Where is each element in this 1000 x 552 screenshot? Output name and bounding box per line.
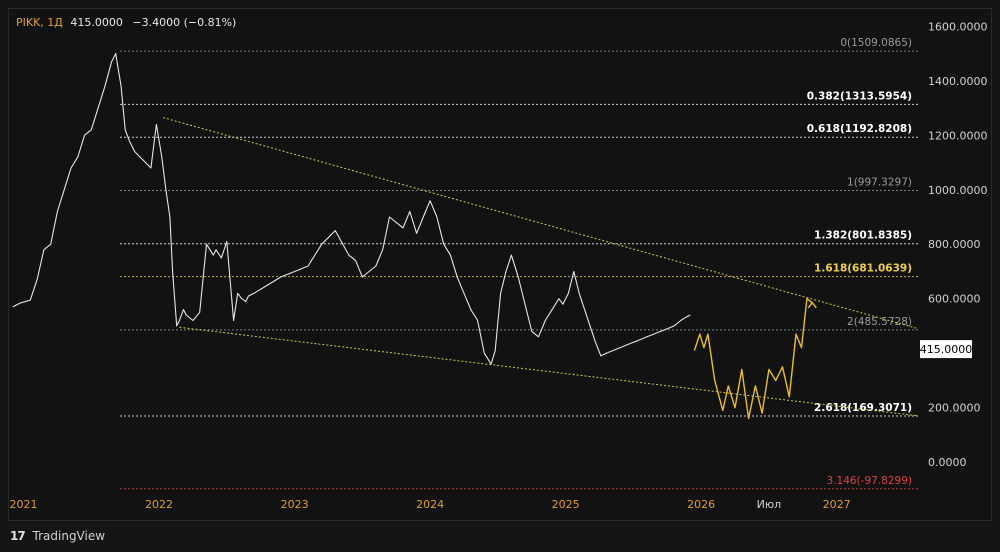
trendlines — [163, 117, 919, 417]
y-tick-label-6: 200.0000 — [928, 402, 981, 415]
y-tick-label-2: 1200.0000 — [928, 129, 988, 142]
x-tick-label-0: 2021 — [10, 498, 38, 511]
fib-label-7: 2.618(169.3071) — [814, 402, 912, 414]
fib-label-6: 2(485.5728) — [847, 316, 912, 328]
y-tick-label-5: 600.0000 — [928, 293, 981, 306]
x-tick-label-5: 2026 — [687, 498, 715, 511]
legend-price: 415.0000 — [70, 16, 123, 29]
brand-footer[interactable]: 17 TradingView — [10, 529, 105, 543]
series-projection-line — [693, 298, 813, 420]
fib-label-5: 1.618(681.0639) — [814, 263, 912, 275]
x-tick-label-1: 2022 — [145, 498, 173, 511]
brand-name: TradingView — [32, 529, 106, 543]
fib-label-0: 0(1509.0865) — [840, 37, 912, 49]
projection-arrowhead — [807, 301, 817, 309]
symbol-legend: PIKK, 1Д 415.0000 −3.4000 (−0.81%) — [16, 16, 236, 29]
x-tick-label-4: 2025 — [552, 498, 580, 511]
y-tick-label-4: 800.0000 — [928, 238, 981, 251]
fibonacci-levels: 0(1509.0865) 0.382(1313.5954) 0.618(1192.8… — [120, 37, 918, 490]
series — [12, 53, 817, 420]
legend-change: −3.4000 (−0.81%) — [132, 16, 237, 29]
x-tick-label-6: Июл — [757, 498, 782, 511]
x-tick-label-3: 2024 — [416, 498, 444, 511]
y-tick-label-0: 1600.0000 — [928, 20, 988, 33]
x-axis: 2021 2022 2023 2024 2025 2026 Июл 2027 — [10, 498, 851, 511]
y-tick-label-1: 1400.0000 — [928, 75, 988, 88]
y-tick-label-7: 0.0000 — [928, 456, 967, 469]
symbol-label: PIKK, 1Д — [16, 16, 63, 29]
y-tick-label-3: 1000.0000 — [928, 184, 988, 197]
current-price-badge — [920, 340, 972, 359]
fib-label-3: 1(997.3297) — [847, 176, 912, 188]
x-tick-label-7: 2027 — [823, 498, 851, 511]
fib-label-4: 1.382(801.8385) — [814, 230, 912, 242]
trendline-upper — [163, 117, 919, 330]
series-price-line — [12, 53, 691, 365]
fib-label-8: 3.146(-97.8299) — [827, 475, 912, 487]
tradingview-logo-icon: 17 — [10, 529, 26, 543]
x-tick-label-2: 2023 — [281, 498, 309, 511]
trendline-lower — [179, 326, 919, 417]
fib-label-2: 0.618(1192.8208) — [807, 123, 912, 135]
fib-label-1: 0.382(1313.5954) — [807, 90, 912, 102]
y-axis: 1600.0000 1400.0000 1200.0000 1000.0000 800.… — [920, 20, 988, 469]
current-price-label: 415.0000 — [920, 343, 973, 356]
